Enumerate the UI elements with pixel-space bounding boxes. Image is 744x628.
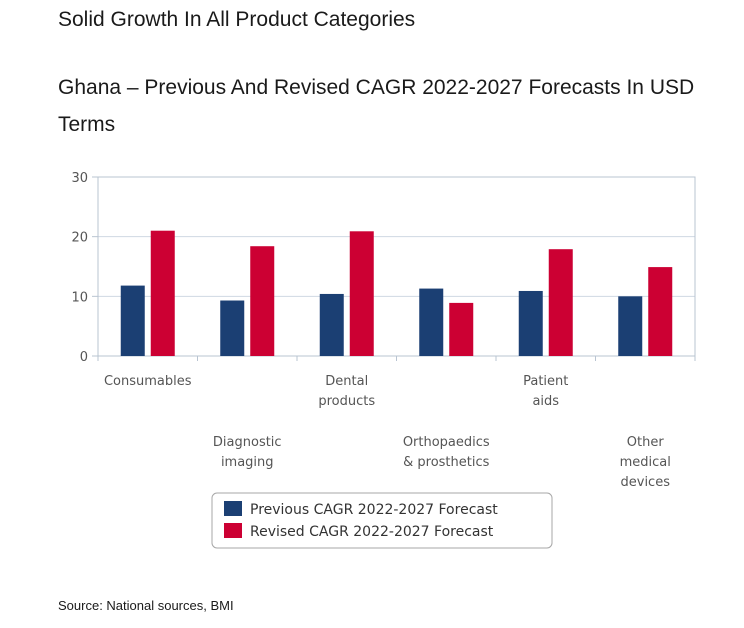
y-tick-label: 0 <box>80 350 88 365</box>
category-label-line: Orthopaedics <box>403 435 490 450</box>
source-note: Source: National sources, BMI <box>58 598 234 613</box>
y-tick-label: 30 <box>71 171 88 186</box>
bar-revised <box>349 231 374 356</box>
category-label: Consumables <box>104 374 192 389</box>
category-label-line: Dental <box>325 374 368 389</box>
bar-revised <box>548 249 573 356</box>
bar-revised <box>250 246 275 356</box>
bar-previous <box>419 288 444 356</box>
y-tick-label: 10 <box>71 290 88 305</box>
legend-box <box>211 492 553 549</box>
legend-label-revised: Revised CAGR 2022-2027 Forecast <box>250 524 494 540</box>
category-label-line: aids <box>532 394 559 409</box>
x-axis-ticks <box>97 356 696 361</box>
legend: Previous CAGR 2022-2027 Forecast Revised… <box>211 492 553 549</box>
plot-frame <box>97 176 696 357</box>
grid-lines <box>98 236 695 297</box>
category-label: Patient aids <box>523 374 568 409</box>
bar-previous <box>618 296 643 356</box>
section-heading: Solid Growth In All Product Categories <box>58 8 416 31</box>
bar-previous <box>319 293 344 356</box>
bar-previous <box>518 290 543 356</box>
category-label-line: Other <box>627 435 665 450</box>
bar-revised <box>449 302 474 356</box>
y-axis-ticks: 0 10 20 30 <box>71 171 98 365</box>
chart-heading: Ghana – Previous And Revised CAGR 2022-2… <box>58 76 695 136</box>
category-label-line: Diagnostic <box>213 435 282 450</box>
category-label-line: medical <box>620 455 671 470</box>
legend-label-previous: Previous CAGR 2022-2027 Forecast <box>250 502 498 518</box>
bar-previous <box>220 300 245 356</box>
category-label-line: imaging <box>221 455 274 470</box>
category-labels: Consumables Diagnostic imaging Dental produc… <box>104 374 671 490</box>
bar-revised <box>150 230 175 356</box>
category-label: Other medical devices <box>620 435 671 490</box>
category-label: Diagnostic imaging <box>213 435 282 470</box>
bar-previous <box>120 285 145 356</box>
category-label: Orthopaedics & prosthetics <box>403 435 490 470</box>
category-label-line: devices <box>621 475 671 490</box>
bars <box>120 230 673 356</box>
category-label: Dental products <box>318 374 375 409</box>
legend-swatch-previous <box>224 501 242 516</box>
category-label-line: & prosthetics <box>403 455 489 470</box>
category-label-line: Consumables <box>104 374 192 389</box>
category-label-line: products <box>318 394 375 409</box>
category-label-line: Patient <box>523 374 568 389</box>
bar-revised <box>648 267 673 356</box>
legend-swatch-revised <box>224 523 242 538</box>
bar-chart: 0 10 20 30 Consumables Diagnostic imaging Dent… <box>71 171 696 549</box>
y-tick-label: 20 <box>71 231 88 246</box>
